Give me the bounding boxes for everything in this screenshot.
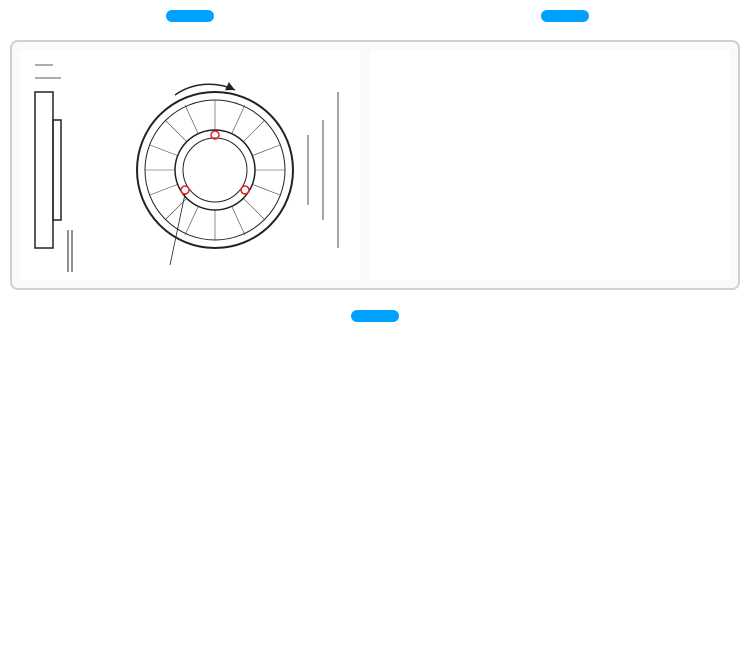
size-diagram — [20, 50, 360, 280]
size-header — [166, 10, 214, 22]
pq-header — [541, 10, 589, 22]
pq-chart — [370, 50, 730, 280]
param-header — [351, 310, 399, 322]
top-panels — [10, 40, 740, 290]
